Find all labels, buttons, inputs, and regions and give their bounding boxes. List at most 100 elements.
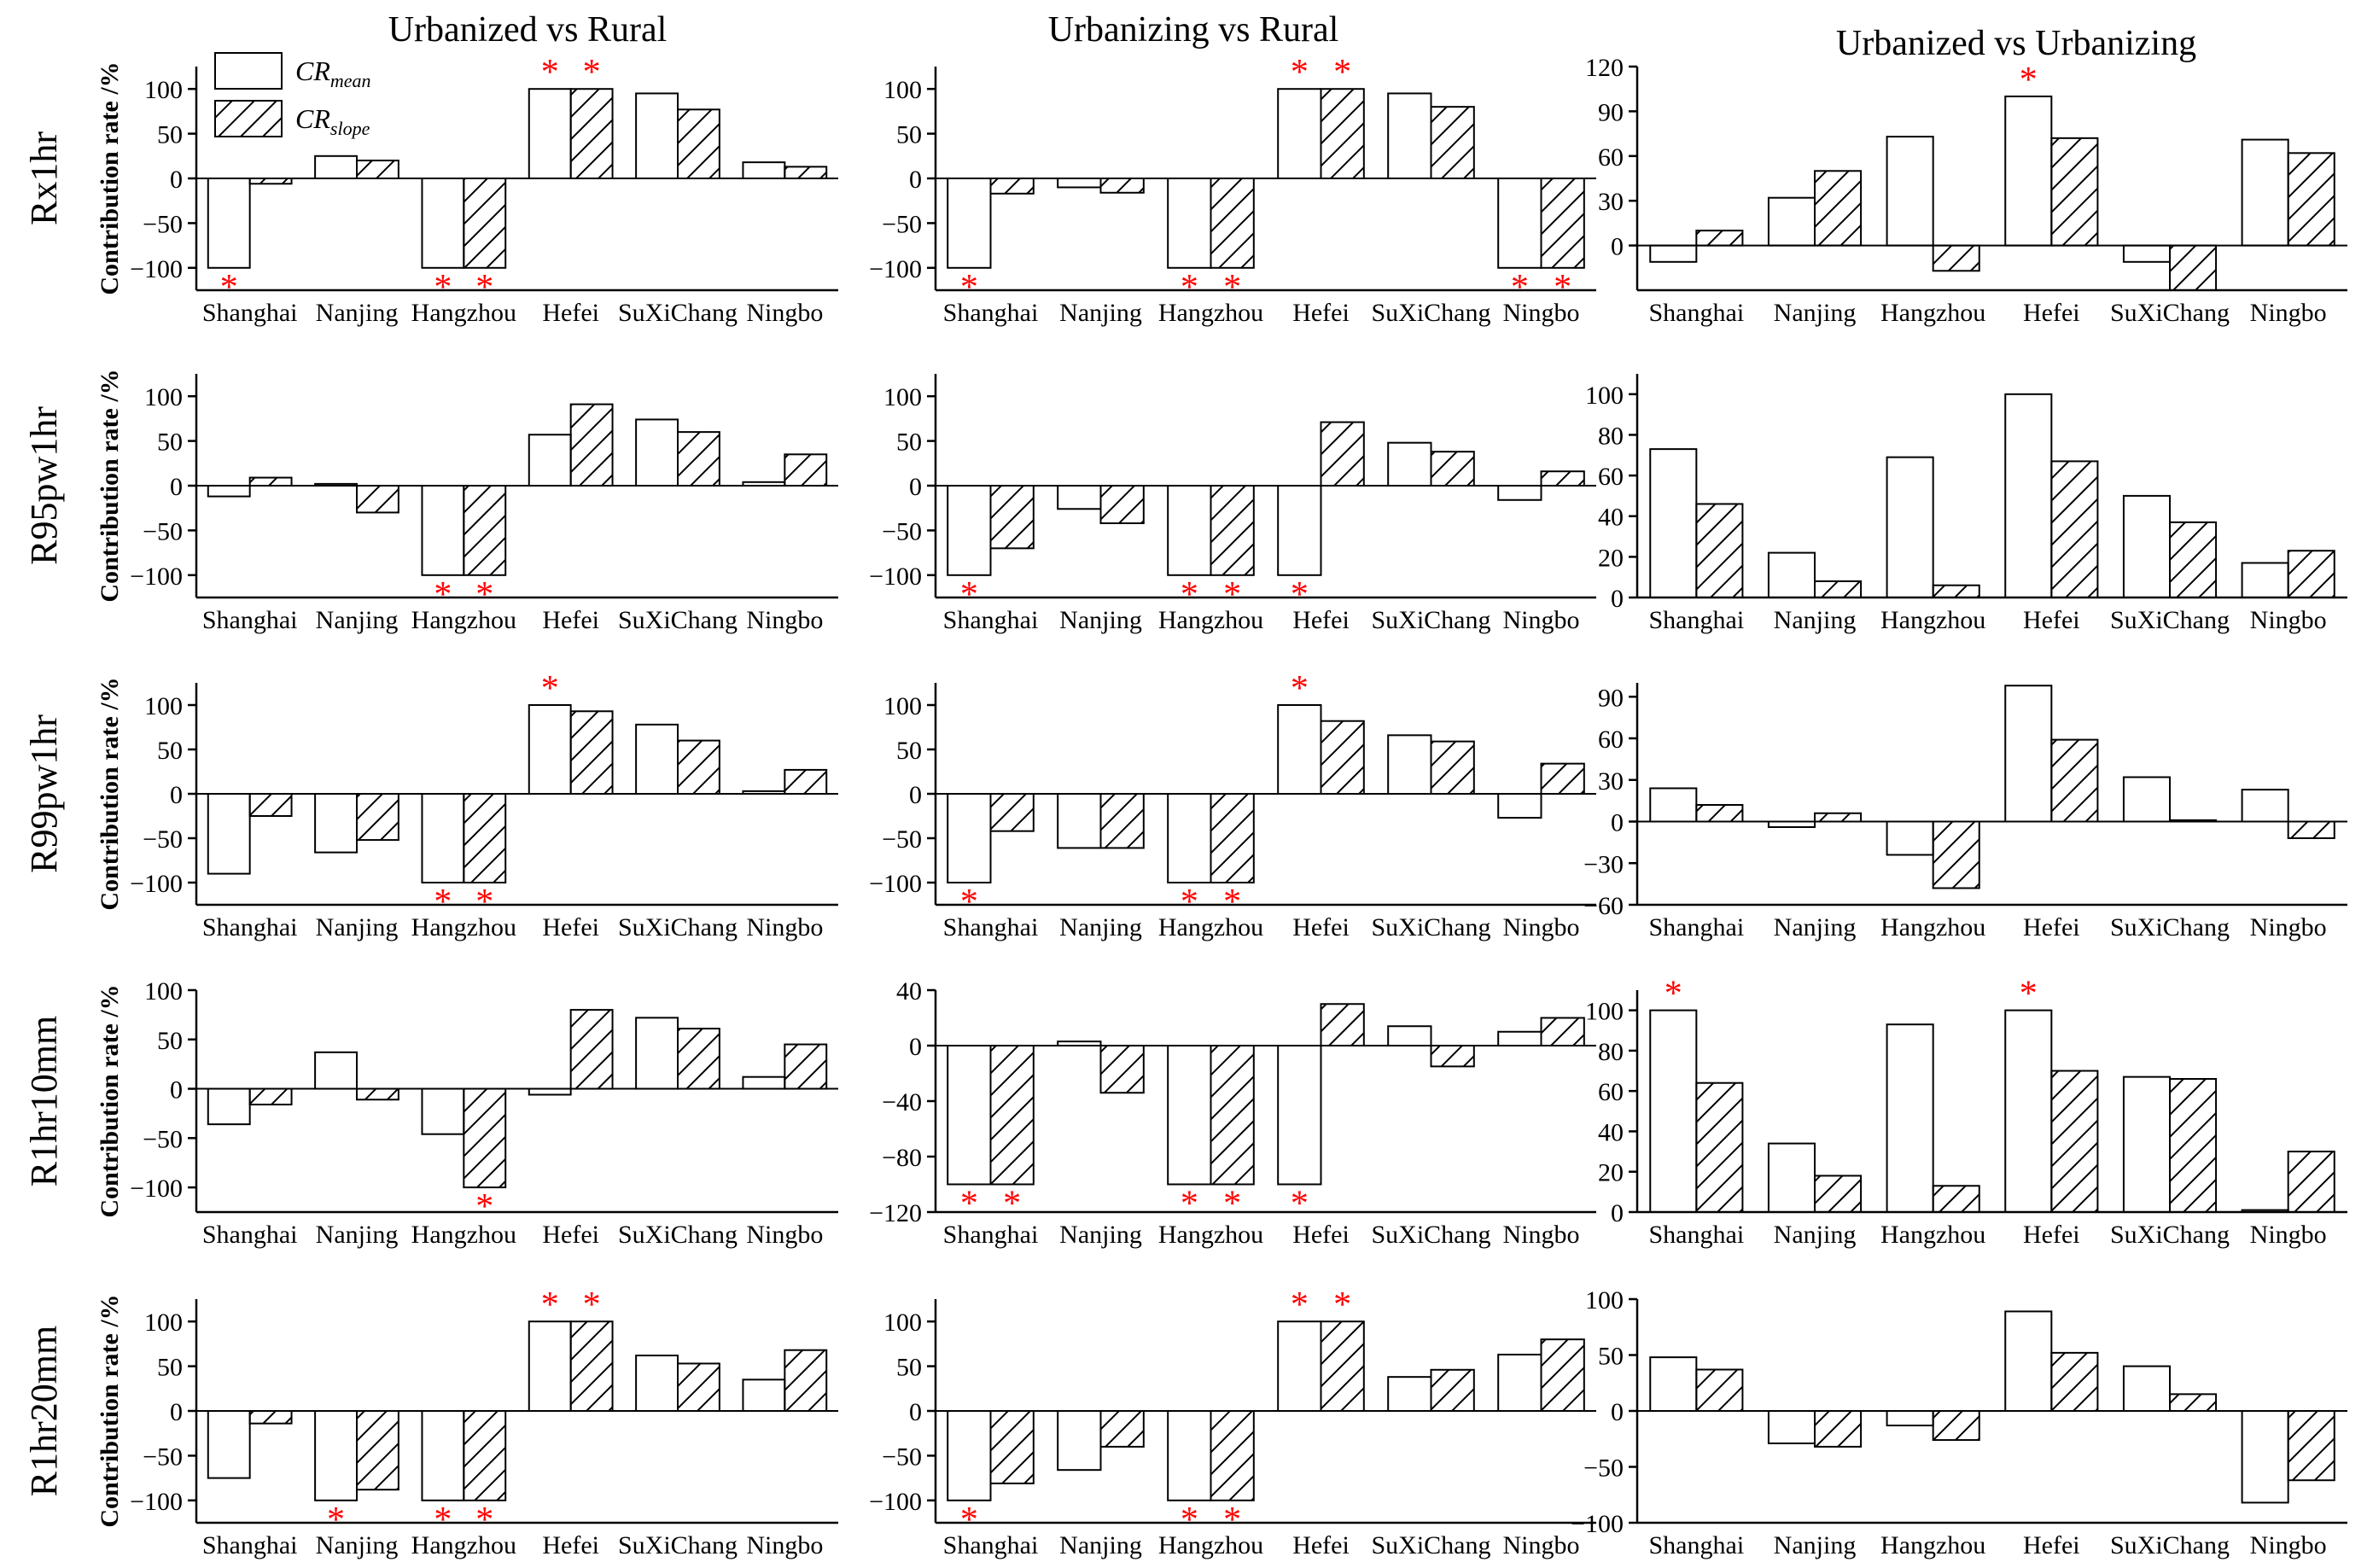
bar-cr-slope-hangzhou	[1932, 1185, 1980, 1213]
bar-cr-slope-hefei	[2050, 1351, 2099, 1413]
significance-star: *	[434, 268, 452, 307]
bar-cr-slope-hefei	[2050, 1070, 2099, 1213]
bar-cr-mean-shanghai	[1649, 787, 1698, 823]
bar-cr-slope-shanghai	[1695, 1081, 1744, 1214]
y-tick-label: 0	[170, 1398, 183, 1426]
x-tick-label-hefei: Hefei	[2023, 1531, 2080, 1559]
bar-cr-slope-ningbo	[2287, 820, 2335, 839]
bar-cr-mean-ningbo	[2241, 138, 2289, 247]
y-tick-label: −100	[130, 1175, 183, 1203]
significance-star: *	[1291, 53, 1309, 92]
x-tick-label-suxichang: SuXiChang	[2110, 606, 2230, 634]
row-label-r1hr20mm: R1hr20mm	[23, 1326, 65, 1496]
y-tick-label: −50	[882, 825, 922, 854]
x-tick-label-shanghai: Shanghai	[1649, 606, 1745, 634]
y-axis-label: Contribution rate /%	[96, 61, 124, 294]
significance-star: *	[1223, 575, 1241, 615]
x-tick-label-ningbo: Ningbo	[2250, 1221, 2327, 1249]
bar-cr-mean-nanjing	[1767, 1142, 1816, 1213]
x-tick-label-shanghai: Shanghai	[943, 606, 1039, 634]
bar-cr-slope-hefei	[1320, 1003, 1365, 1046]
bar-cr-slope-shanghai	[248, 1410, 293, 1425]
y-tick-label: 0	[170, 473, 183, 501]
x-tick-label-ningbo: Ningbo	[1503, 1221, 1580, 1249]
significance-star: *	[1223, 268, 1241, 307]
bar-cr-mean-nanjing	[314, 793, 358, 854]
bar-cr-slope-ningbo	[1540, 1017, 1585, 1046]
bar-cr-slope-suxichang	[677, 1362, 720, 1413]
y-tick-label: 0	[909, 166, 922, 194]
y-tick-label: 0	[170, 781, 183, 809]
legend-label-mean: CRmean	[295, 55, 371, 91]
bar-cr-mean-hefei	[2004, 393, 2053, 598]
y-tick-label: 100	[1585, 998, 1624, 1026]
bar-cr-mean-ningbo	[2241, 562, 2289, 599]
bar-cr-mean-hangzhou	[1886, 1410, 1934, 1427]
bar-cr-slope-ningbo	[2287, 550, 2335, 599]
significance-star: *	[541, 53, 559, 92]
bar-cr-mean-hefei	[2004, 1310, 2053, 1413]
y-tick-label: −50	[143, 210, 183, 238]
bar-cr-mean-shanghai	[947, 793, 992, 883]
bar-cr-slope-hangzhou	[463, 1410, 507, 1501]
bar-cr-mean-shanghai	[947, 178, 992, 269]
bar-cr-slope-hangzhou	[463, 793, 507, 883]
bar-cr-slope-ningbo	[1540, 762, 1585, 796]
bar-cr-mean-shanghai	[1649, 1356, 1698, 1412]
y-axis-label: Contribution rate /%	[96, 369, 124, 602]
y-tick-label: −50	[143, 1125, 183, 1153]
y-tick-label: −100	[1571, 1510, 1624, 1538]
bar-cr-slope-suxichang	[677, 431, 720, 487]
bar-cr-slope-nanjing	[1814, 1175, 1863, 1214]
column-title-urbanized-vs-urbanizing: Urbanized vs Urbanizing	[1836, 24, 2196, 63]
bar-cr-slope-hangzhou	[1932, 244, 1980, 272]
bar-cr-mean-shanghai	[207, 485, 251, 498]
x-tick-label-hefei: Hefei	[1292, 1221, 1350, 1249]
bar-cr-slope-hefei	[569, 710, 614, 796]
bar-cr-slope-hangzhou	[463, 485, 507, 576]
bar-cr-mean-ningbo	[1497, 1030, 1542, 1046]
bar-cr-mean-shanghai	[207, 1087, 251, 1126]
bar-cr-mean-nanjing	[1057, 793, 1102, 849]
bar-cr-mean-ningbo	[742, 1379, 786, 1412]
x-tick-label-hefei: Hefei	[2023, 606, 2080, 634]
bar-cr-slope-shanghai	[1695, 1368, 1744, 1413]
x-tick-label-hefei: Hefei	[1292, 299, 1350, 327]
bar-cr-slope-hefei	[1320, 421, 1365, 487]
y-tick-label: −30	[1583, 850, 1624, 878]
significance-star: *	[475, 268, 493, 307]
x-tick-label-hangzhou: Hangzhou	[1880, 913, 1985, 941]
bar-cr-mean-shanghai	[1649, 1009, 1698, 1213]
bar-cr-slope-suxichang	[1430, 1045, 1475, 1068]
bar-cr-mean-suxichang	[635, 418, 679, 487]
bar-cr-mean-nanjing	[1057, 1410, 1102, 1472]
x-tick-label-hangzhou: Hangzhou	[1880, 299, 1985, 327]
bar-cr-slope-nanjing	[1814, 580, 1863, 598]
x-tick-label-hefei: Hefei	[2023, 913, 2080, 941]
y-tick-label: 60	[1598, 726, 1624, 754]
y-tick-label: 20	[1598, 544, 1624, 572]
bar-cr-slope-ningbo	[784, 453, 828, 487]
y-tick-label: 100	[144, 76, 183, 104]
x-tick-label-hefei: Hefei	[542, 606, 599, 634]
bar-cr-mean-hangzhou	[1167, 1410, 1212, 1501]
bar-cr-slope-suxichang	[2169, 1078, 2218, 1213]
x-tick-label-nanjing: Nanjing	[1059, 606, 1142, 634]
x-tick-label-ningbo: Ningbo	[746, 1531, 823, 1559]
y-tick-label: 0	[909, 473, 922, 501]
bar-cr-slope-hangzhou	[1210, 485, 1255, 576]
y-tick-label: 120	[1585, 54, 1624, 82]
x-tick-label-ningbo: Ningbo	[1503, 1531, 1580, 1559]
y-tick-label: 100	[144, 383, 183, 411]
x-tick-label-ningbo: Ningbo	[746, 606, 823, 634]
bar-cr-slope-shanghai	[248, 1087, 293, 1106]
significance-star: *	[583, 53, 601, 92]
bar-cr-slope-shanghai	[989, 1045, 1035, 1186]
x-tick-label-ningbo: Ningbo	[2250, 1531, 2327, 1559]
y-tick-label: −100	[130, 562, 183, 591]
x-tick-label-shanghai: Shanghai	[943, 913, 1039, 941]
bar-cr-mean-suxichang	[635, 723, 679, 796]
y-tick-label: 60	[1598, 143, 1624, 172]
panel-r1hr10mm-urbanized-vs-urbanizing: 0 20 40 60 80 100 Shanghai Nanjing Hangzhou Hefei…	[1585, 975, 2347, 1249]
x-tick-label-hangzhou: Hangzhou	[1158, 606, 1263, 634]
